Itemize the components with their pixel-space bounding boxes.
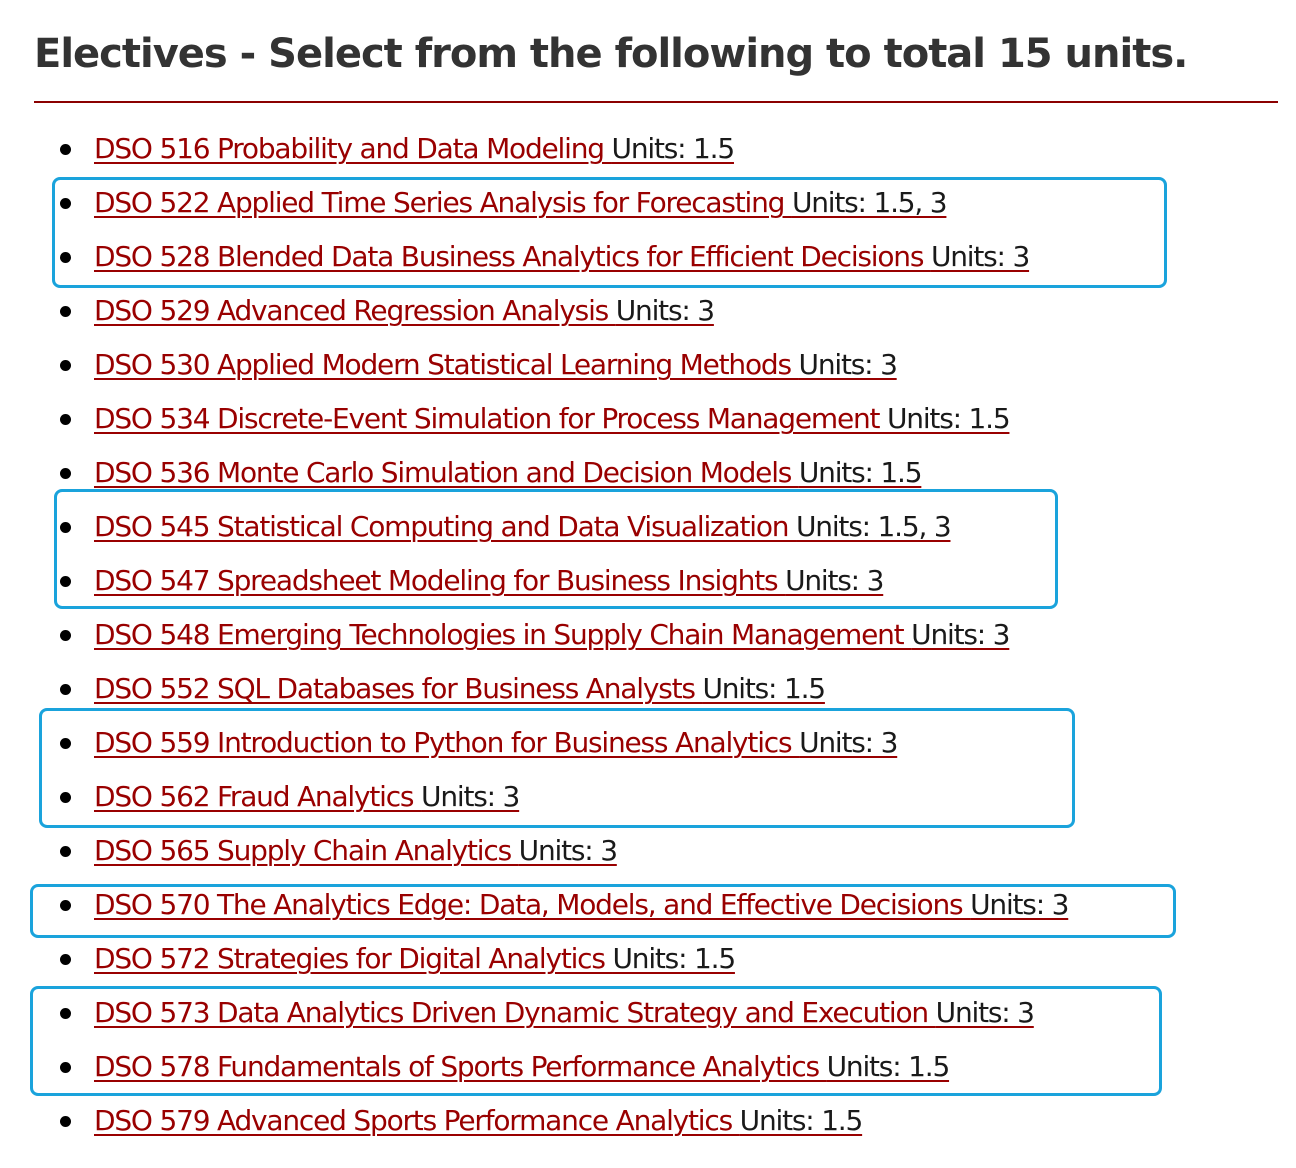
course-link-dso-528[interactable]: DSO 528 Blended Data Business Analytics … (94, 230, 1030, 284)
course-item: DSO 559 Introduction to Python for Busin… (0, 716, 1296, 770)
course-units: Units: 1.5 (887, 402, 1011, 435)
course-units: Units: 3 (935, 996, 1035, 1029)
course-link-dso-559[interactable]: DSO 559 Introduction to Python for Busin… (94, 716, 898, 770)
course-link-dso-548[interactable]: DSO 548 Emerging Technologies in Supply … (94, 608, 1010, 662)
course-item: DSO 530 Applied Modern Statistical Learn… (0, 338, 1296, 392)
course-item: DSO 565 Supply Chain Analytics Units: 3 (0, 824, 1296, 878)
course-link-dso-530[interactable]: DSO 530 Applied Modern Statistical Learn… (94, 338, 898, 392)
course-units: Units: 3 (798, 348, 898, 381)
bullet-icon (60, 738, 71, 749)
course-link-dso-536[interactable]: DSO 536 Monte Carlo Simulation and Decis… (94, 446, 923, 500)
bullet-icon (60, 252, 71, 263)
course-title[interactable]: DSO 570 The Analytics Edge: Data, Models… (94, 888, 971, 921)
course-link-dso-573[interactable]: DSO 573 Data Analytics Driven Dynamic St… (94, 986, 1035, 1040)
course-units: Units: 3 (930, 240, 1030, 273)
course-title[interactable]: DSO 565 Supply Chain Analytics (94, 834, 519, 867)
heading-divider (34, 101, 1278, 103)
course-link-dso-529[interactable]: DSO 529 Advanced Regression Analysis Uni… (94, 284, 715, 338)
course-units: Units: 1.5 (612, 942, 736, 975)
course-link-dso-570[interactable]: DSO 570 The Analytics Edge: Data, Models… (94, 878, 1069, 932)
bullet-icon (60, 630, 71, 641)
course-link-dso-565[interactable]: DSO 565 Supply Chain Analytics Units: 3 (94, 824, 618, 878)
course-title[interactable]: DSO 547 Spreadsheet Modeling for Busines… (94, 564, 786, 597)
bullet-icon (60, 954, 71, 965)
course-units: Units: 1.5 (798, 456, 923, 489)
course-units: Units: 1.5 (739, 1104, 864, 1137)
course-item: DSO 536 Monte Carlo Simulation and Decis… (0, 446, 1296, 500)
course-title[interactable]: DSO 579 Advanced Sports Performance Anal… (94, 1104, 740, 1137)
course-link-dso-578[interactable]: DSO 578 Fundamentals of Sports Performan… (94, 1040, 951, 1094)
course-link-dso-572[interactable]: DSO 572 Strategies for Digital Analytics… (94, 932, 736, 986)
course-item: DSO 516 Probability and Data Modeling Un… (0, 122, 1296, 176)
course-title[interactable]: DSO 545 Statistical Computing and Data V… (94, 510, 797, 543)
course-units: Units: 3 (785, 564, 884, 597)
course-title[interactable]: DSO 534 Discrete-Event Simulation for Pr… (94, 402, 887, 435)
course-units: Units: 1.5 (611, 132, 736, 165)
course-units: Units: 3 (970, 888, 1069, 921)
bullet-icon (60, 684, 71, 695)
course-item: DSO 548 Emerging Technologies in Supply … (0, 608, 1296, 662)
course-item: DSO 579 Advanced Sports Performance Anal… (0, 1094, 1296, 1148)
course-units: Units: 1.5, 3 (791, 186, 948, 219)
bullet-icon (60, 1116, 71, 1127)
course-title[interactable]: DSO 522 Applied Time Series Analysis for… (94, 186, 792, 219)
course-units: Units: 1.5, 3 (796, 510, 952, 543)
bullet-icon (60, 846, 71, 857)
bullet-icon (60, 792, 71, 803)
bullet-icon (60, 414, 71, 425)
course-units: Units: 3 (799, 726, 898, 759)
course-units: Units: 3 (615, 294, 715, 327)
course-title[interactable]: DSO 559 Introduction to Python for Busin… (94, 726, 800, 759)
course-units: Units: 1.5 (826, 1050, 951, 1083)
bullet-icon (60, 144, 71, 155)
bullet-icon (60, 468, 71, 479)
electives-heading: Electives - Select from the following to… (34, 31, 1188, 77)
bullet-icon (60, 900, 71, 911)
course-item: DSO 529 Advanced Regression Analysis Uni… (0, 284, 1296, 338)
course-title[interactable]: DSO 548 Emerging Technologies in Supply … (94, 618, 912, 651)
course-title[interactable]: DSO 528 Blended Data Business Analytics … (94, 240, 931, 273)
course-item: DSO 572 Strategies for Digital Analytics… (0, 932, 1296, 986)
course-item: DSO 570 The Analytics Edge: Data, Models… (0, 878, 1296, 932)
course-link-dso-516[interactable]: DSO 516 Probability and Data Modeling Un… (94, 122, 736, 176)
course-link-dso-579[interactable]: DSO 579 Advanced Sports Performance Anal… (94, 1094, 864, 1148)
course-title[interactable]: DSO 573 Data Analytics Driven Dynamic St… (94, 996, 936, 1029)
course-units: Units: 3 (911, 618, 1010, 651)
course-item: DSO 534 Discrete-Event Simulation for Pr… (0, 392, 1296, 446)
course-title[interactable]: DSO 516 Probability and Data Modeling (94, 132, 612, 165)
course-title[interactable]: DSO 562 Fraud Analytics (94, 780, 422, 813)
bullet-icon (60, 306, 71, 317)
bullet-icon (60, 522, 71, 533)
course-item: DSO 578 Fundamentals of Sports Performan… (0, 1040, 1296, 1094)
bullet-icon (60, 360, 71, 371)
course-link-dso-552[interactable]: DSO 552 SQL Databases for Business Analy… (94, 662, 826, 716)
course-item: DSO 547 Spreadsheet Modeling for Busines… (0, 554, 1296, 608)
course-title[interactable]: DSO 572 Strategies for Digital Analytics (94, 942, 613, 975)
course-list: DSO 516 Probability and Data Modeling Un… (0, 122, 1296, 1148)
course-title[interactable]: DSO 530 Applied Modern Statistical Learn… (94, 348, 799, 381)
course-units: Units: 3 (518, 834, 618, 867)
course-title[interactable]: DSO 578 Fundamentals of Sports Performan… (94, 1050, 827, 1083)
course-link-dso-547[interactable]: DSO 547 Spreadsheet Modeling for Busines… (94, 554, 884, 608)
bullet-icon (60, 1008, 71, 1019)
course-units: Units: 1.5 (702, 672, 826, 705)
course-item: DSO 545 Statistical Computing and Data V… (0, 500, 1296, 554)
course-units: Units: 3 (421, 780, 520, 813)
course-title[interactable]: DSO 536 Monte Carlo Simulation and Decis… (94, 456, 799, 489)
course-title[interactable]: DSO 529 Advanced Regression Analysis (94, 294, 616, 327)
course-item: DSO 562 Fraud Analytics Units: 3 (0, 770, 1296, 824)
bullet-icon (60, 576, 71, 587)
course-title[interactable]: DSO 552 SQL Databases for Business Analy… (94, 672, 703, 705)
course-item: DSO 528 Blended Data Business Analytics … (0, 230, 1296, 284)
course-item: DSO 522 Applied Time Series Analysis for… (0, 176, 1296, 230)
course-item: DSO 552 SQL Databases for Business Analy… (0, 662, 1296, 716)
course-link-dso-545[interactable]: DSO 545 Statistical Computing and Data V… (94, 500, 952, 554)
course-link-dso-562[interactable]: DSO 562 Fraud Analytics Units: 3 (94, 770, 520, 824)
bullet-icon (60, 1062, 71, 1073)
course-link-dso-522[interactable]: DSO 522 Applied Time Series Analysis for… (94, 176, 948, 230)
bullet-icon (60, 198, 71, 209)
course-item: DSO 573 Data Analytics Driven Dynamic St… (0, 986, 1296, 1040)
course-link-dso-534[interactable]: DSO 534 Discrete-Event Simulation for Pr… (94, 392, 1011, 446)
